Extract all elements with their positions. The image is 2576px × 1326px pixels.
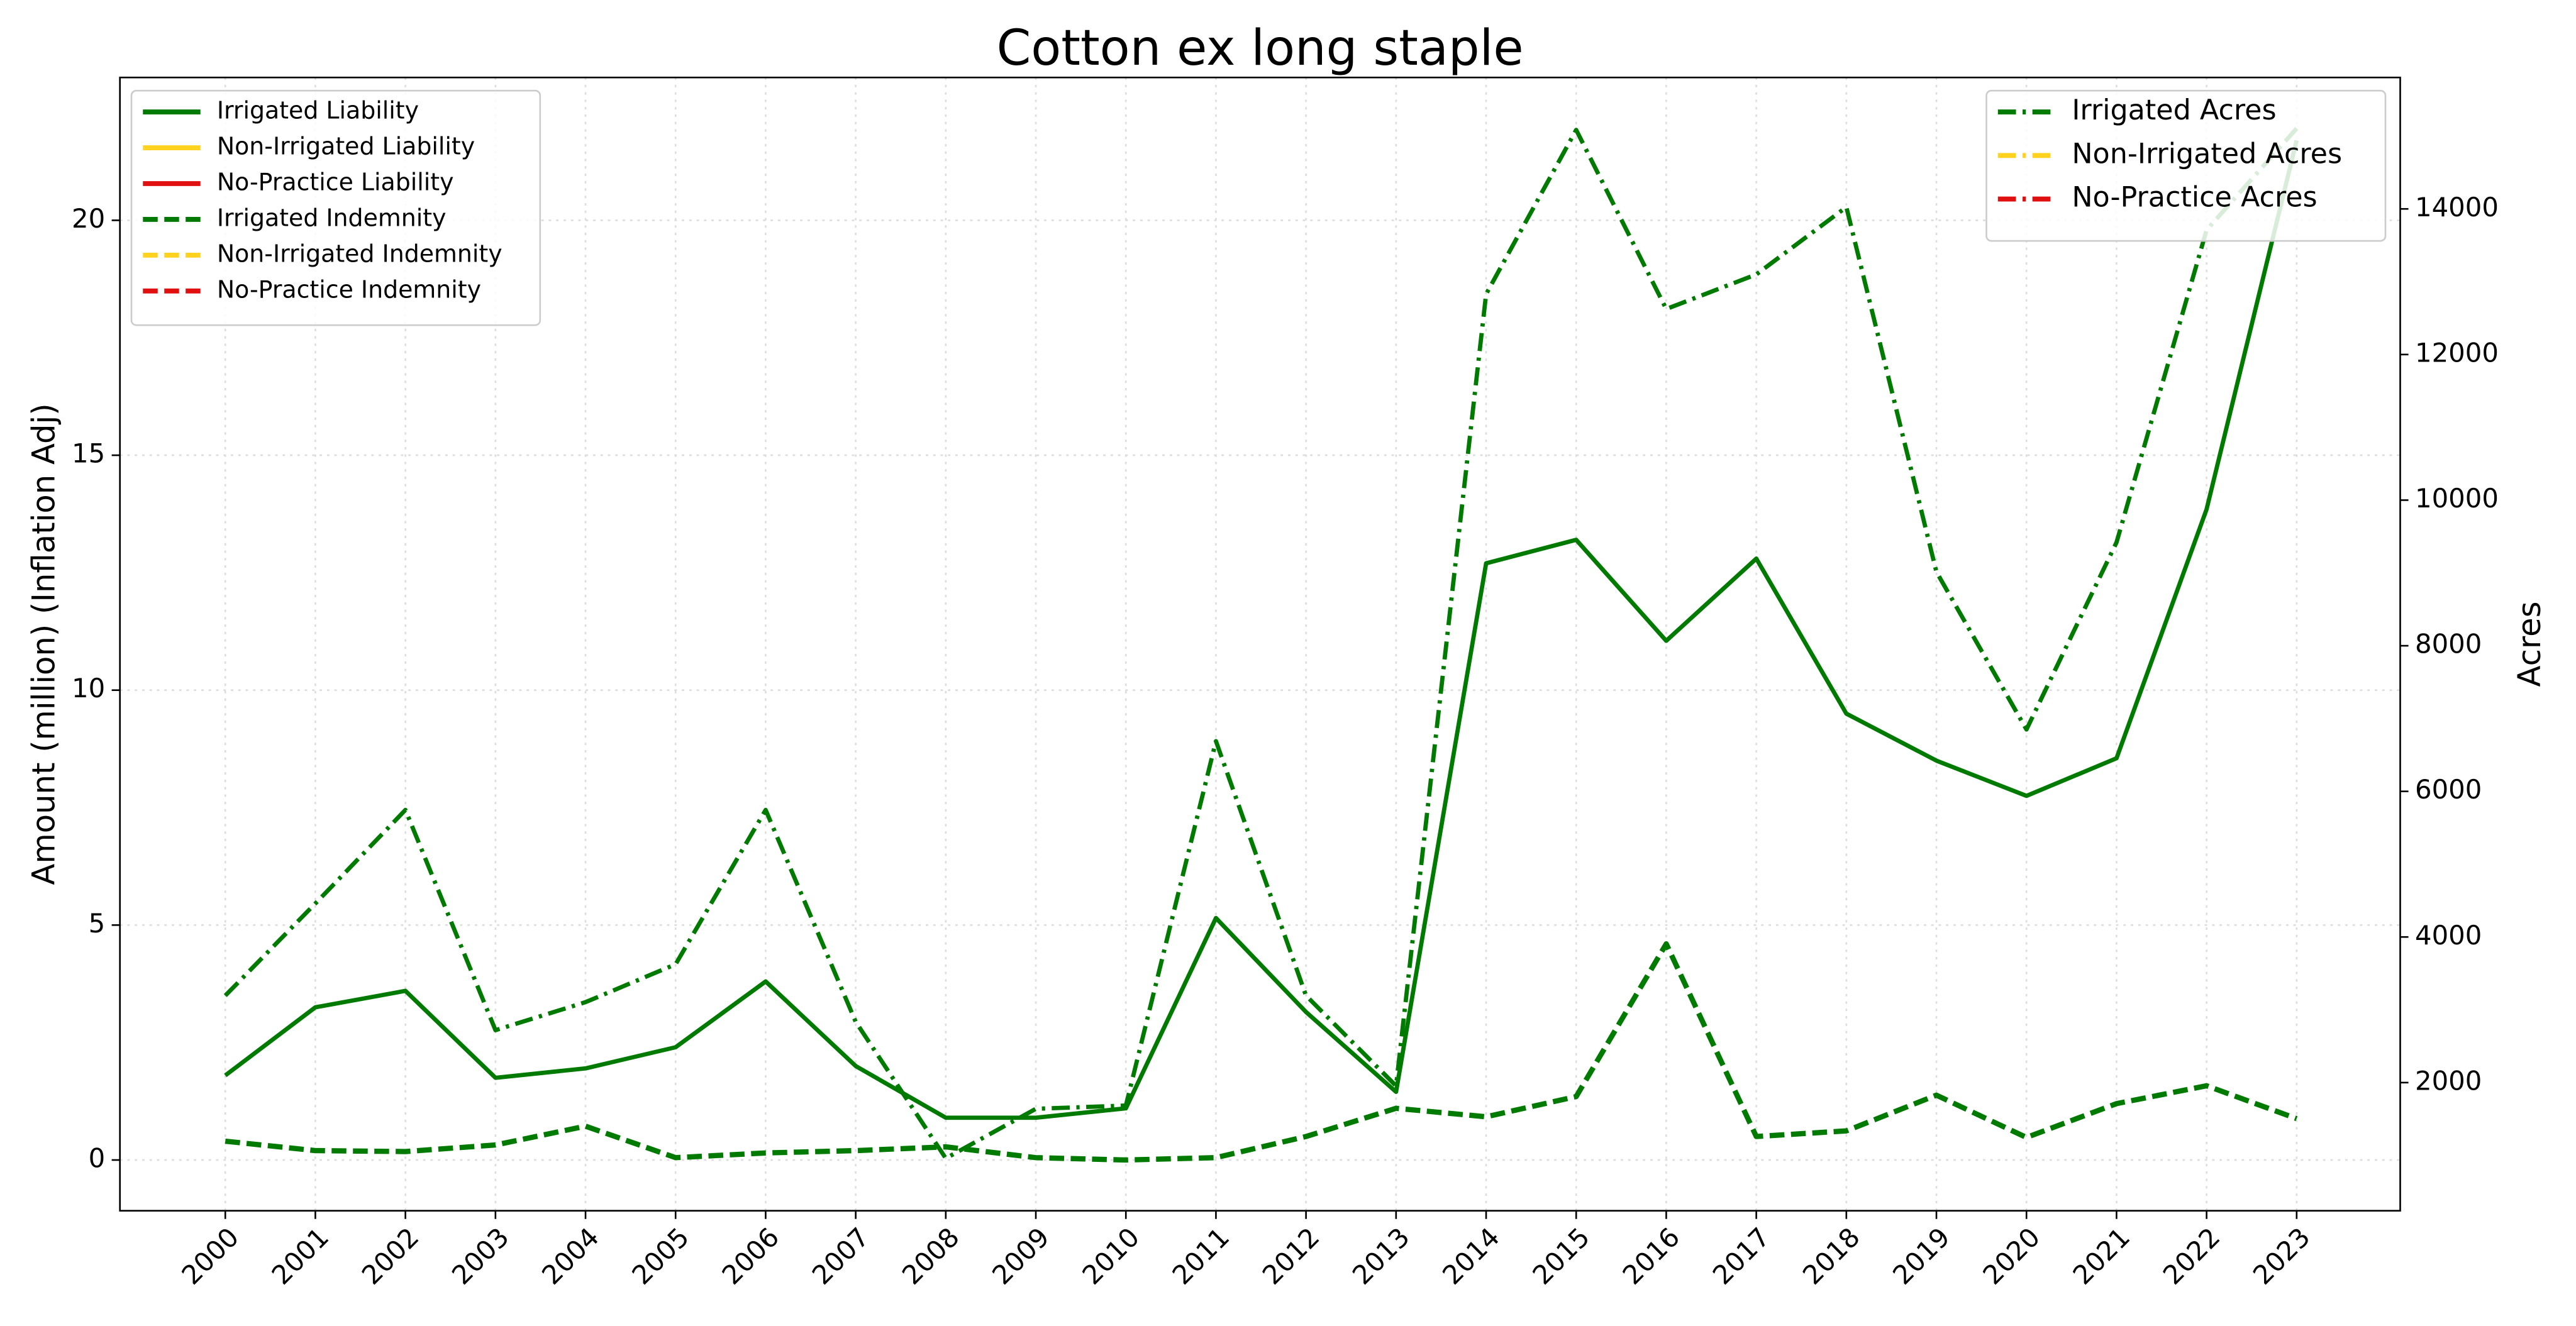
x-tick-label: 2017 [1707, 1222, 1776, 1291]
x-tick-label: 2018 [1797, 1222, 1866, 1291]
x-tick-label: 2008 [896, 1222, 965, 1291]
y-tick-label: 5 [89, 908, 106, 939]
legend-box [1985, 89, 2387, 242]
y2-tick-label: 2000 [2415, 1065, 2482, 1096]
x-tick-label: 2014 [1436, 1222, 1506, 1291]
x-tick-label: 2009 [986, 1222, 1055, 1291]
legend: Irrigated Liability Non-Irrigated Liabili… [130, 89, 541, 326]
x-tick-label: 2019 [1887, 1222, 1956, 1291]
x-tick-label: 2007 [806, 1222, 875, 1291]
x-tick-label: 2005 [626, 1222, 695, 1291]
x-tick-label: 2022 [2157, 1222, 2226, 1291]
legend-label: Non-Irrigated Liability [217, 133, 475, 160]
legend-box [130, 89, 541, 326]
x-tick-label: 2002 [356, 1222, 425, 1291]
x-tick-label: 2016 [1616, 1222, 1685, 1291]
y2-tick-label: 8000 [2415, 629, 2482, 660]
y-axis-label: Amount (million) (Inflation Adj) [26, 403, 62, 885]
x-tick-label: 2000 [175, 1222, 245, 1291]
legend: Irrigated Acres Non-Irrigated Acres No-Pra… [1985, 89, 2387, 242]
x-tick-label: 2010 [1076, 1222, 1145, 1291]
series-line [225, 941, 2298, 1163]
y2-axis-label: Acres [2511, 601, 2548, 687]
legend-label: Non-Irrigated Indemnity [217, 240, 502, 267]
x-tick-label: 2011 [1166, 1222, 1235, 1291]
x-tick-label: 2003 [446, 1222, 515, 1291]
series-line [223, 127, 2299, 1161]
x-tick-label: 2015 [1526, 1222, 1596, 1291]
y-tick-label: 0 [89, 1142, 106, 1173]
chart-title: Cotton ex long staple [997, 19, 1524, 77]
y2-tick-label: 12000 [2415, 337, 2499, 368]
y2-tick-label: 10000 [2415, 483, 2499, 514]
x-tick-label: 2021 [2067, 1222, 2136, 1291]
x-tick-label: 2004 [536, 1222, 605, 1291]
y-tick-label: 15 [72, 438, 105, 469]
legend-label: Non-Irrigated Acres [2072, 138, 2342, 170]
y-tick-label: 10 [72, 673, 105, 704]
series-line [224, 140, 2299, 1120]
y-tick-label: 20 [72, 203, 105, 234]
legend-label: No-Practice Liability [217, 168, 454, 196]
legend-label: No-Practice Acres [2072, 182, 2317, 214]
y2-tick-label: 6000 [2415, 774, 2482, 805]
legend-label: No-Practice Indemnity [217, 275, 481, 303]
plot-frame [119, 76, 2401, 1212]
y2-tick-label: 4000 [2415, 920, 2482, 951]
x-tick-label: 2012 [1257, 1222, 1326, 1291]
legend-label: Irrigated Acres [2072, 94, 2276, 126]
legend-label: Irrigated Liability [217, 97, 419, 124]
x-tick-label: 2013 [1346, 1222, 1416, 1291]
x-tick-label: 2023 [2247, 1222, 2316, 1291]
y2-tick-label: 14000 [2415, 192, 2499, 223]
x-tick-label: 2006 [716, 1222, 785, 1291]
x-tick-label: 2020 [1977, 1222, 2046, 1291]
x-tick-label: 2001 [265, 1222, 335, 1291]
legend-label: Irrigated Indemnity [217, 204, 447, 231]
